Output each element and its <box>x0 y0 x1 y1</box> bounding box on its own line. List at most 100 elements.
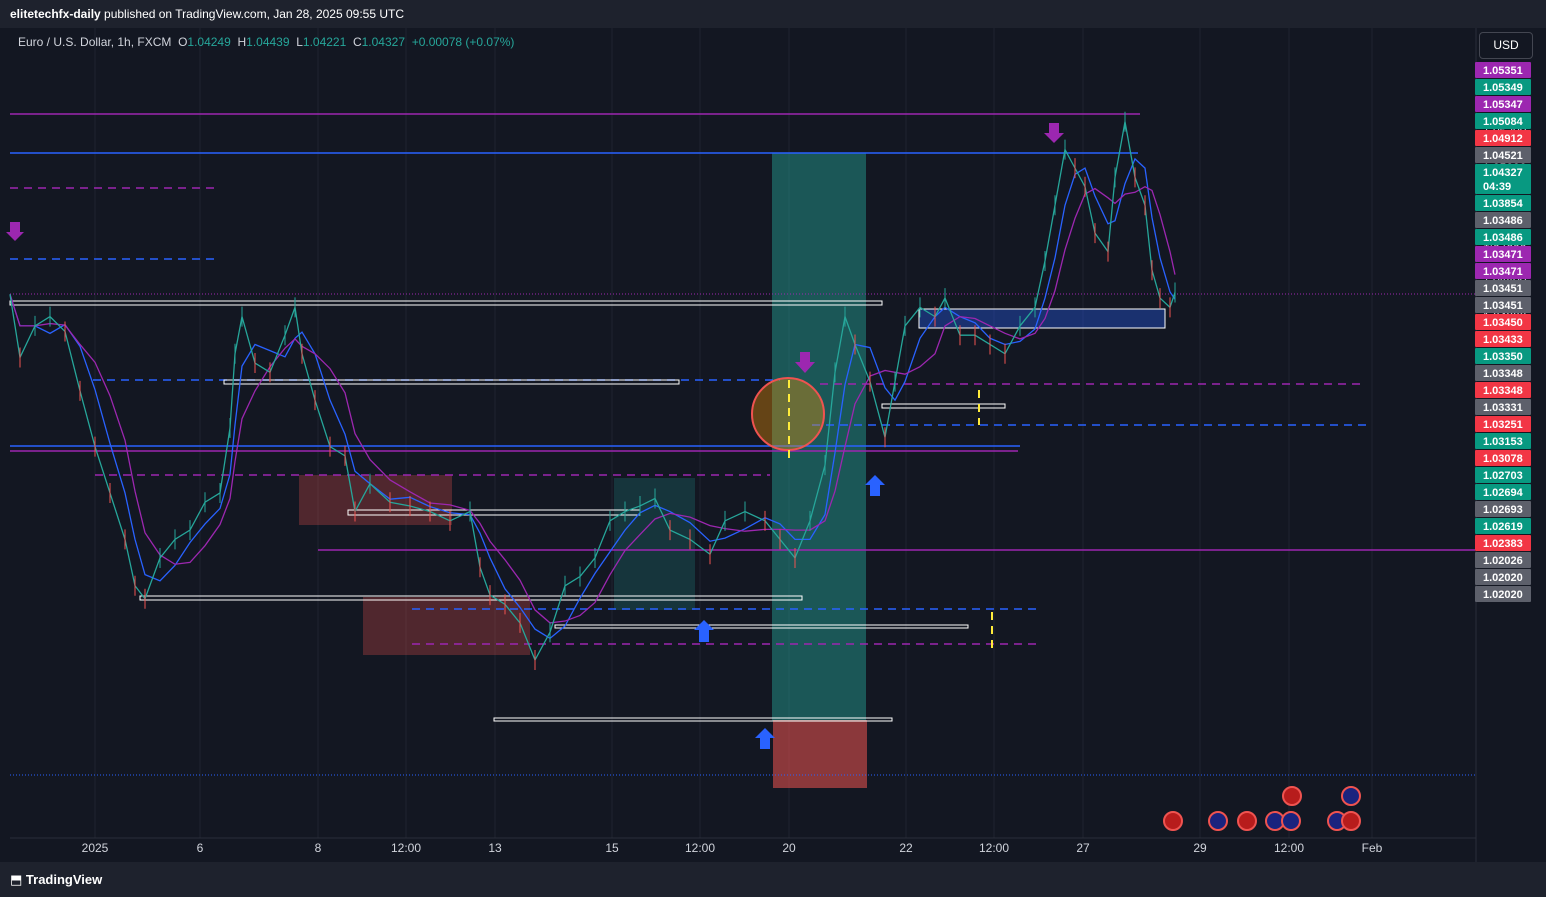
price-label: 1.02703 <box>1475 467 1531 483</box>
price-label: 1.02020 <box>1475 569 1531 585</box>
x-tick-label: 12:00 <box>391 841 421 855</box>
svg-text:1.03486: 1.03486 <box>1483 215 1523 227</box>
price-line <box>9 111 1176 671</box>
svg-text:1.02693: 1.02693 <box>1483 504 1523 516</box>
moving-averages <box>9 157 1176 640</box>
x-tick-label: 12:00 <box>1274 841 1304 855</box>
currency-button[interactable]: USD <box>1479 32 1533 59</box>
low-value: 1.04221 <box>302 35 347 49</box>
x-tick-label: 12:00 <box>685 841 715 855</box>
price-label: 1.03348 <box>1475 365 1531 381</box>
svg-text:1.05084: 1.05084 <box>1483 116 1524 128</box>
svg-text:1.02383: 1.02383 <box>1483 538 1523 550</box>
price-label: 1.05084 <box>1475 113 1531 129</box>
price-label: 1.03251 <box>1475 416 1531 432</box>
up-arrow-3 <box>755 728 775 749</box>
price-label: 1.03450 <box>1475 314 1531 330</box>
svg-text:1.03451: 1.03451 <box>1483 300 1523 312</box>
price-label: 1.03153 <box>1475 433 1531 449</box>
moving-average-line <box>9 185 1176 624</box>
svg-text:1.05347: 1.05347 <box>1483 99 1523 111</box>
price-label: 1.05347 <box>1475 96 1531 112</box>
low-key: L <box>296 35 303 49</box>
price-series-line <box>9 121 1176 662</box>
profit-zone <box>772 153 866 721</box>
change-value: +0.00078 (+0.07%) <box>411 35 515 49</box>
price-label: 1.02020 <box>1475 586 1531 602</box>
x-tick-label: 13 <box>488 841 502 855</box>
price-label: 1.03451 <box>1475 280 1531 296</box>
supply-zone-1 <box>299 475 452 525</box>
price-label: 1.05349 <box>1475 79 1531 95</box>
us-flag-icon <box>1163 811 1183 831</box>
x-tick-label: 6 <box>197 841 204 855</box>
down-arrow-3 <box>1044 123 1064 143</box>
svg-text:04:39: 04:39 <box>1483 181 1511 193</box>
svg-text:1.03451: 1.03451 <box>1483 283 1523 295</box>
tv-logo-icon: ⬒ <box>10 872 26 887</box>
price-label: 1.03078 <box>1475 450 1531 466</box>
x-tick-label: 8 <box>315 841 322 855</box>
tradingview-logo[interactable]: ⬒ TradingView <box>10 872 102 888</box>
us-flag-icon <box>1282 786 1302 806</box>
publisher-line: elitetechfx-daily published on TradingVi… <box>10 7 404 21</box>
svg-text:1.02694: 1.02694 <box>1483 487 1524 499</box>
price-label: 1.02026 <box>1475 552 1531 568</box>
brand-name: TradingView <box>25 872 103 887</box>
svg-text:1.05351: 1.05351 <box>1483 65 1523 77</box>
svg-text:1.02026: 1.02026 <box>1483 555 1523 567</box>
svg-text:1.02020: 1.02020 <box>1483 589 1523 601</box>
svg-text:1.04327: 1.04327 <box>1483 167 1523 179</box>
x-axis-ticks: 2025 6 8 12:00 13 15 12:00 20 22 12:00 27 29 12:00 Fe… <box>82 841 1383 855</box>
svg-text:1.03450: 1.03450 <box>1483 317 1523 329</box>
open-value: 1.04249 <box>187 35 231 49</box>
svg-text:1.03486: 1.03486 <box>1483 232 1523 244</box>
eu-flag-icon <box>1281 811 1301 831</box>
high-value: 1.04439 <box>246 35 290 49</box>
price-label: 1.02619 <box>1475 518 1531 534</box>
svg-text:1.03331: 1.03331 <box>1483 402 1523 414</box>
svg-text:1.02020: 1.02020 <box>1483 572 1523 584</box>
grid <box>94 28 1373 838</box>
svg-text:1.04912: 1.04912 <box>1483 133 1523 145</box>
eu-flag-icon <box>1208 811 1228 831</box>
moving-average-line <box>9 157 1176 640</box>
eu-flag-icon <box>1341 786 1361 806</box>
symbol-legend[interactable]: Euro / U.S. Dollar, 1h, FXCM O1.04249 H1… <box>18 35 514 49</box>
svg-text:1.03471: 1.03471 <box>1483 266 1523 278</box>
price-label: 1.03451 <box>1475 297 1531 313</box>
svg-text:1.03348: 1.03348 <box>1483 368 1523 380</box>
price-label: 1.02694 <box>1475 484 1531 500</box>
us-flag-icon <box>1341 811 1361 831</box>
x-tick-label: 22 <box>899 841 913 855</box>
levels <box>9 113 1475 776</box>
svg-text:1.03854: 1.03854 <box>1483 198 1524 210</box>
publisher-name[interactable]: elitetechfx-daily <box>10 7 101 21</box>
price-label: 1.04327 04:39 <box>1475 164 1531 194</box>
supply-zone-2 <box>363 597 530 655</box>
svg-text:1.03153: 1.03153 <box>1483 436 1523 448</box>
price-label: 1.04521 <box>1475 147 1531 163</box>
svg-text:1.03471: 1.03471 <box>1483 249 1523 261</box>
publish-info: published on TradingView.com, Jan 28, 20… <box>100 7 405 21</box>
x-tick-label: 15 <box>605 841 619 855</box>
price-label: 1.02693 <box>1475 501 1531 517</box>
price-label: 1.03433 <box>1475 331 1531 347</box>
footer: ⬒ TradingView <box>0 862 1546 897</box>
svg-text:1.02619: 1.02619 <box>1483 521 1523 533</box>
price-label: 1.03348 <box>1475 382 1531 398</box>
svg-text:1.03348: 1.03348 <box>1483 385 1523 397</box>
price-label: 1.05351 <box>1475 62 1531 78</box>
price-label: 1.03486 <box>1475 229 1531 245</box>
x-tick-label: 20 <box>782 841 796 855</box>
svg-text:1.03251: 1.03251 <box>1483 419 1523 431</box>
symbol-name[interactable]: Euro / U.S. Dollar, 1h, FXCM <box>18 35 172 49</box>
price-label: 1.02383 <box>1475 535 1531 551</box>
event-flags <box>1163 786 1361 831</box>
publish-header: elitetechfx-daily published on TradingVi… <box>0 0 1546 28</box>
price-label: 1.04912 <box>1475 130 1531 146</box>
close-key: C <box>352 35 362 49</box>
x-tick-label: 27 <box>1076 841 1090 855</box>
svg-text:1.04521: 1.04521 <box>1483 150 1523 162</box>
